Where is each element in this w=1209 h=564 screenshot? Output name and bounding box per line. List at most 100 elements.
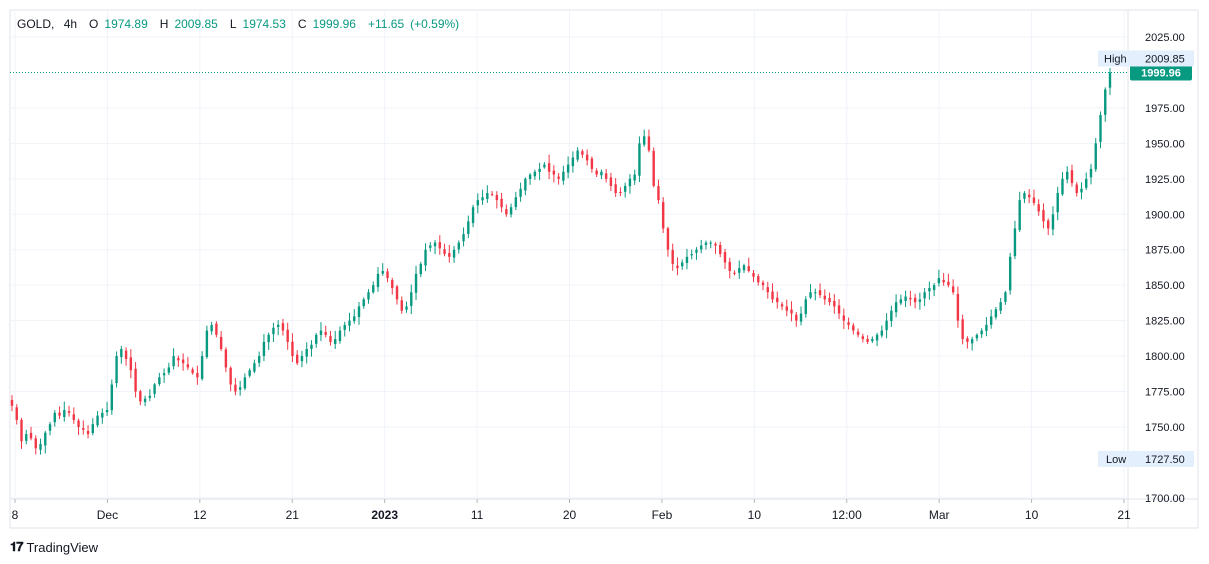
candle-body — [67, 411, 71, 413]
legend-low: L 1974.53 — [229, 17, 286, 31]
tradingview-logo-icon: 𝟏𝟕 — [10, 539, 24, 554]
candle-body — [91, 424, 95, 433]
candle-body — [842, 315, 846, 321]
candle-body — [224, 349, 228, 368]
candle-body — [414, 273, 418, 293]
candle-body — [951, 286, 955, 293]
candle-body — [581, 151, 584, 155]
high-marker-value: 2009.85 — [1145, 53, 1185, 65]
candle-body — [600, 171, 603, 176]
y-tick-label: 1850.00 — [1145, 280, 1185, 292]
candle-body — [614, 184, 617, 193]
last-price-badge — [1130, 64, 1192, 81]
candle-body — [852, 325, 855, 331]
y-tick-label: 1800.00 — [1145, 351, 1185, 363]
candle-body — [177, 358, 180, 361]
candle-body — [1085, 178, 1088, 188]
candle-body — [975, 334, 979, 339]
candle-body — [381, 271, 384, 274]
candle-body — [471, 207, 475, 224]
candle-body — [196, 372, 199, 378]
x-tick-label: 10 — [1025, 508, 1039, 522]
x-tick-label: 21 — [286, 508, 300, 522]
candle-body — [172, 356, 175, 367]
candle-body — [776, 297, 779, 303]
candle-body — [989, 316, 993, 325]
candle-body — [628, 178, 632, 187]
candle-body — [961, 319, 964, 340]
candle-body — [1099, 115, 1102, 142]
candle-body — [533, 171, 537, 177]
candle-body — [633, 174, 636, 181]
legend-symbol: GOLD, 4h — [17, 17, 78, 31]
candle-body — [1108, 72, 1112, 88]
candle-body — [1080, 188, 1083, 193]
y-tick-label: 1925.00 — [1145, 174, 1185, 186]
candle-body — [809, 292, 812, 298]
y-tick-label: 1950.00 — [1145, 138, 1185, 150]
legend-change: +11.65 — [367, 17, 405, 31]
candle-body — [1037, 204, 1040, 212]
candle-body — [970, 339, 974, 344]
candle-body — [966, 338, 969, 342]
x-tick-label: 12 — [193, 508, 207, 522]
candle-body — [671, 250, 674, 264]
candle-body — [562, 171, 565, 181]
x-tick-label: 12:00 — [832, 508, 862, 522]
candle-body — [709, 242, 712, 244]
candle-body — [357, 306, 361, 318]
candle-body — [191, 369, 194, 374]
candle-body — [875, 334, 879, 341]
candle-body — [814, 292, 817, 294]
candle-body — [319, 330, 323, 335]
candle-body — [424, 249, 427, 266]
candle-body — [766, 287, 769, 293]
candle-body — [257, 356, 261, 363]
candle-body — [942, 279, 945, 283]
candle-body — [238, 387, 242, 390]
candle-body — [58, 412, 61, 416]
candle-body — [1066, 171, 1069, 180]
y-tick-label: 1900.00 — [1145, 209, 1185, 221]
candle-body — [714, 243, 717, 246]
candle-body — [804, 299, 807, 315]
candle-body — [795, 314, 798, 321]
candle-body — [861, 336, 865, 340]
x-tick-label: 21 — [1117, 508, 1131, 522]
candle-body — [143, 398, 147, 403]
candle-body — [585, 154, 589, 161]
x-tick-label: Dec — [97, 508, 118, 522]
candle-body — [286, 329, 289, 342]
candle-body — [509, 207, 513, 215]
tradingview-name: TradingView — [26, 539, 99, 555]
candle-body — [443, 249, 446, 254]
candle-body — [1051, 214, 1055, 230]
candle-body — [410, 292, 413, 306]
tradingview-attribution[interactable]: 𝟏𝟕 TradingView — [10, 539, 98, 555]
candle-body — [433, 242, 437, 247]
candle-body — [324, 332, 327, 335]
candle-body — [524, 178, 527, 191]
candle-body — [148, 395, 152, 398]
last-price-label: 1999.96 — [1141, 68, 1181, 80]
candle-body — [1104, 89, 1107, 115]
candle-body — [267, 334, 270, 343]
candle-body — [928, 288, 931, 292]
y-tick-label: 1775.00 — [1145, 387, 1185, 399]
candle-body — [1061, 178, 1064, 195]
candle-body — [362, 299, 365, 307]
candle-body — [543, 164, 546, 168]
candle-body — [719, 244, 722, 254]
candle-body — [747, 266, 750, 271]
candle-body — [348, 320, 351, 326]
candle-body — [15, 407, 18, 420]
candle-body — [82, 428, 85, 430]
candle-body — [538, 168, 541, 173]
candle-body — [880, 330, 884, 336]
candle-body — [695, 249, 698, 253]
candle-body — [44, 432, 47, 446]
high-marker-label: High — [1104, 53, 1127, 65]
candle-body — [305, 349, 308, 357]
candle-body — [329, 336, 332, 342]
